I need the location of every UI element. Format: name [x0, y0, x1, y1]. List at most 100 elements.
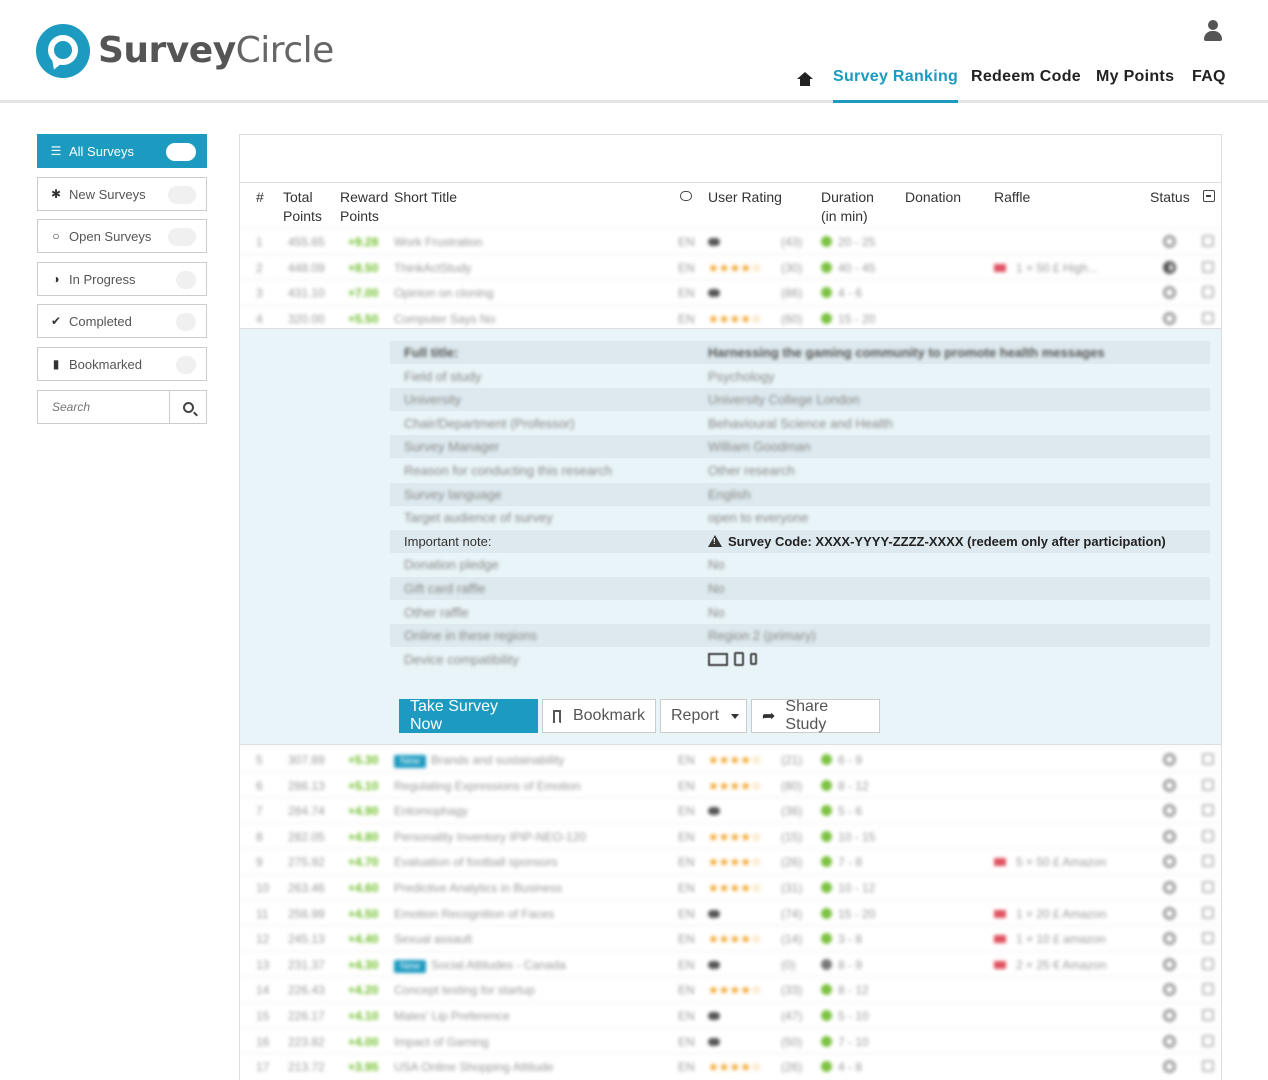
short-title[interactable]: Emotion Recognition of Faces	[394, 906, 555, 921]
report-dropdown[interactable]: Report	[660, 699, 747, 733]
row-menu-icon[interactable]	[1202, 260, 1214, 273]
short-title[interactable]: Concept testing for startup	[394, 983, 535, 998]
filter-toggle[interactable]	[176, 313, 196, 331]
table-row[interactable]: 14 226.43 +4.20 Concept testing for star…	[240, 976, 1221, 1002]
table-row[interactable]: 8 282.05 +4.80 Personality Inventory IPI…	[240, 822, 1221, 849]
table-row[interactable]: 6 286.13 +5.10 Regulating Expressions of…	[240, 771, 1221, 798]
short-title[interactable]: New Brands and sustainability	[394, 753, 564, 768]
user-icon[interactable]	[1203, 20, 1223, 42]
short-title[interactable]: New Social Attitudes - Canada	[394, 958, 566, 973]
col-duration[interactable]: Duration (in min)	[821, 189, 874, 224]
take-survey-button[interactable]: Take Survey Now	[399, 698, 538, 733]
col-total-points[interactable]: Total Points	[283, 189, 322, 224]
table-row[interactable]: 10 263.46 +4.60 Predictive Analytics in …	[240, 874, 1221, 900]
filter-in-progress[interactable]: ◑ In Progress	[37, 262, 207, 296]
row-menu-icon[interactable]	[1202, 983, 1214, 996]
table-row[interactable]: 9 275.92 +4.70 Evaluation of football sp…	[240, 848, 1221, 874]
table-row[interactable]: 13 231.37 +4.30 New Social Attitudes - Ca…	[240, 950, 1221, 977]
share-study-button[interactable]: ➦ Share Study	[751, 698, 880, 733]
short-title[interactable]: Personality Inventory IPIP-NEO-120	[394, 829, 587, 844]
table-row[interactable]: 15 226.17 +4.10 Males' Lip Preference EN…	[240, 1002, 1221, 1028]
row-menu-icon[interactable]	[1202, 855, 1214, 868]
row-menu-icon[interactable]	[1202, 1034, 1214, 1047]
status-icon[interactable]	[1163, 881, 1176, 894]
filter-new-surveys[interactable]: ✱ New Surveys	[37, 177, 207, 211]
row-menu-icon[interactable]	[1202, 1060, 1214, 1073]
short-title[interactable]: Work Frustration	[394, 235, 483, 249]
status-icon[interactable]	[1163, 983, 1176, 997]
status-icon[interactable]	[1163, 906, 1176, 920]
status-icon[interactable]	[1163, 957, 1176, 971]
row-menu-icon[interactable]	[1202, 286, 1214, 298]
col-user-rating[interactable]: User Rating	[708, 189, 782, 205]
table-row[interactable]: 1 455.65 +9.28 Work Frustration EN (43) …	[240, 228, 1221, 254]
search-button[interactable]	[170, 391, 206, 423]
filter-toggle[interactable]	[168, 228, 196, 246]
col-status[interactable]: Status	[1150, 189, 1190, 205]
status-icon[interactable]	[1163, 753, 1176, 766]
short-title[interactable]: Impact of Gaming	[394, 1034, 489, 1049]
short-title[interactable]: Entomophagy	[394, 804, 469, 819]
home-icon[interactable]	[797, 72, 813, 86]
search-input[interactable]	[38, 391, 170, 423]
logo[interactable]: SurveyCircle	[36, 24, 334, 78]
filter-toggle[interactable]	[176, 271, 196, 289]
filter-toggle[interactable]	[168, 186, 196, 204]
nav-my-points[interactable]: My Points	[1096, 68, 1175, 85]
status-icon[interactable]	[1163, 804, 1176, 818]
row-menu-icon[interactable]	[1202, 235, 1214, 247]
row-menu-icon[interactable]	[1202, 957, 1214, 970]
status-icon[interactable]	[1163, 1009, 1176, 1022]
table-row[interactable]: 7 284.74 +4.90 Entomophagy EN (36) 5 - 6	[240, 797, 1221, 823]
status-icon[interactable]	[1163, 260, 1176, 274]
filter-completed[interactable]: ✔ Completed	[37, 304, 207, 338]
table-row[interactable]: 2 448.09 +8.50 ThinkActStudy EN ★★★★☆ (3…	[240, 253, 1221, 280]
col-num[interactable]: #	[256, 189, 264, 205]
status-icon[interactable]	[1163, 311, 1176, 325]
short-title[interactable]: Males' Lip Preference	[394, 1009, 510, 1023]
status-icon[interactable]	[1163, 855, 1176, 869]
table-row[interactable]: 5 307.89 +5.30 New Brands and sustainabil…	[240, 746, 1221, 772]
col-raffle[interactable]: Raffle	[994, 189, 1031, 205]
short-title[interactable]: Computer Says No	[394, 311, 496, 326]
nav-survey-ranking[interactable]: Survey Ranking	[833, 68, 959, 103]
col-donation[interactable]: Donation	[905, 189, 962, 205]
collapse-icon[interactable]	[1203, 190, 1215, 202]
status-icon[interactable]	[1163, 829, 1176, 843]
row-menu-icon[interactable]	[1202, 829, 1214, 842]
status-icon[interactable]	[1163, 1060, 1176, 1074]
row-menu-icon[interactable]	[1202, 906, 1214, 919]
status-icon[interactable]	[1163, 778, 1176, 792]
short-title[interactable]: USA Online Shopping Attitude	[394, 1060, 554, 1075]
filter-toggle[interactable]	[166, 143, 196, 161]
table-row[interactable]: 3 431.10 +7.00 Opinion on cloning EN (86…	[240, 279, 1221, 305]
table-row[interactable]: 11 256.99 +4.50 Emotion Recognition of F…	[240, 899, 1221, 926]
status-icon[interactable]	[1163, 1034, 1176, 1048]
filter-bookmarked[interactable]: ▮ Bookmarked	[37, 347, 207, 381]
row-menu-icon[interactable]	[1202, 1009, 1214, 1021]
row-menu-icon[interactable]	[1202, 881, 1214, 893]
status-icon[interactable]	[1163, 235, 1176, 248]
short-title[interactable]: Predictive Analytics in Business	[394, 881, 563, 895]
table-row[interactable]: 4 320.00 +5.50 Computer Says No EN ★★★★☆…	[240, 304, 1221, 331]
status-icon[interactable]	[1163, 286, 1176, 299]
short-title[interactable]: Opinion on cloning	[394, 286, 494, 300]
nav-redeem-code[interactable]: Redeem Code	[971, 68, 1081, 85]
filter-toggle[interactable]	[176, 356, 196, 374]
short-title[interactable]: ThinkActStudy	[394, 260, 472, 275]
bookmark-button[interactable]: Bookmark	[542, 699, 656, 733]
col-short-title[interactable]: Short Title	[394, 189, 458, 205]
table-row[interactable]: 16 223.82 +4.00 Impact of Gaming EN (50)…	[240, 1027, 1221, 1054]
short-title[interactable]: Regulating Expressions of Emotion	[394, 778, 581, 793]
row-menu-icon[interactable]	[1202, 753, 1214, 765]
col-reward-points[interactable]: Reward Points	[340, 189, 389, 224]
filter-open-surveys[interactable]: ○ Open Surveys	[37, 219, 207, 253]
row-menu-icon[interactable]	[1202, 804, 1214, 817]
row-menu-icon[interactable]	[1202, 932, 1214, 945]
short-title[interactable]: Evaluation of football sponsors	[394, 855, 558, 870]
table-row[interactable]: 12 245.13 +4.40 Sexual assault EN ★★★★☆ …	[240, 925, 1221, 951]
status-icon[interactable]	[1163, 932, 1176, 946]
nav-faq[interactable]: FAQ	[1192, 68, 1226, 85]
short-title[interactable]: Sexual assault	[394, 932, 473, 947]
row-menu-icon[interactable]	[1202, 311, 1214, 324]
